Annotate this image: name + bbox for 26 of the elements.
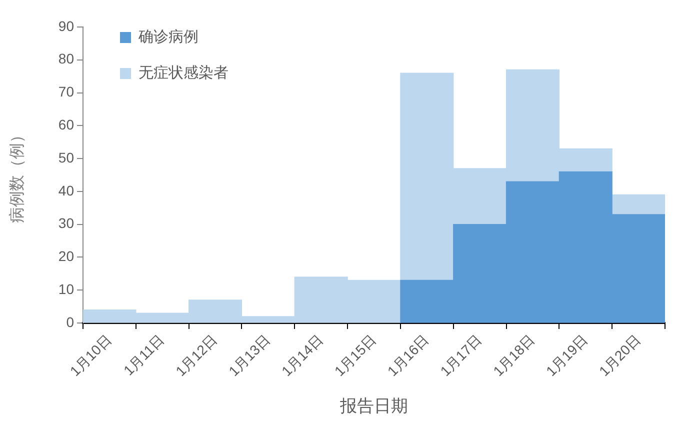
y-tick-label: 90 [58, 18, 74, 34]
x-tick-label: 1月20日 [596, 331, 644, 380]
y-tick-label: 20 [58, 248, 74, 264]
legend-label: 无症状感染者 [138, 64, 228, 82]
y-tick-label: 70 [58, 84, 74, 100]
x-tick-label: 1月18日 [490, 331, 538, 380]
y-tick-label: 60 [58, 116, 74, 133]
y-axis-title: 病例数（例） [8, 127, 26, 223]
y-tick-label: 80 [58, 50, 74, 67]
x-tick-label: 1月17日 [437, 331, 485, 380]
x-tick-label: 1月13日 [225, 331, 274, 380]
legend-label: 确诊病例 [138, 28, 198, 46]
x-tick-label: 1月11日 [120, 331, 168, 378]
y-tick-label: 10 [58, 280, 74, 297]
x-tick-label: 1月10日 [66, 331, 114, 380]
y-tick-label: 30 [58, 215, 74, 232]
y-tick-label: 40 [58, 182, 74, 198]
y-tick-label: 0 [66, 314, 74, 330]
x-tick-label: 1月19日 [542, 331, 590, 380]
x-tick-label: 1月15日 [331, 331, 379, 380]
x-tick-label: 1月14日 [278, 331, 326, 380]
bar [612, 194, 665, 215]
x-tick-label: 1月16日 [384, 331, 432, 380]
x-axis-title: 报告日期 [339, 396, 408, 416]
y-tick-label: 50 [58, 149, 74, 166]
x-tick-label: 1月12日 [172, 331, 220, 380]
